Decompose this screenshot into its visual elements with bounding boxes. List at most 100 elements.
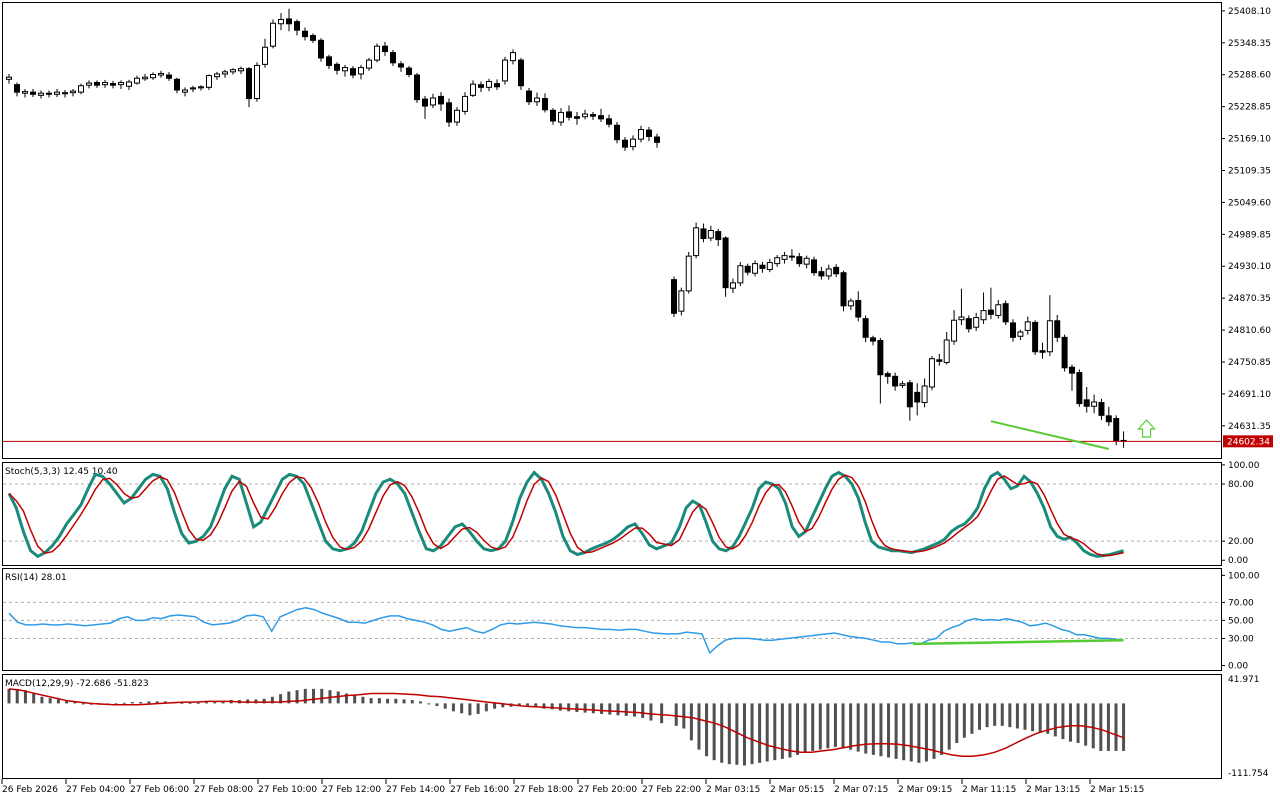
candle [921,378,928,408]
candle-body [855,299,862,318]
time-label: 27 Feb 12:00 [322,785,381,795]
stoch-label: Stoch(5,3,3) 12.45 10.40 [5,467,118,477]
macd-bar [616,703,620,716]
candle-body [38,92,44,96]
macd-bar [641,703,645,718]
macd-bar [917,703,921,763]
macd-bar [262,698,266,704]
candle [582,109,588,120]
macd-bar [353,695,357,704]
macd-bar [1114,703,1118,751]
macd-bar [451,703,455,712]
macd-bar [1106,703,1110,751]
candle [374,43,380,63]
candle [744,263,751,276]
candle [906,380,913,421]
candle-body [78,85,84,93]
macd-bar [73,702,77,704]
stoch-level-axis: 100.00 80.00 20.00 0.00 [3,461,1260,566]
candle [126,79,132,91]
time-label: 27 Feb 22:00 [642,785,701,795]
candle-body [22,91,28,94]
candle [518,57,524,91]
candle [1113,415,1120,446]
candle-body [70,90,76,94]
candle [326,54,332,70]
candle [1120,431,1127,448]
candle-body [398,63,404,68]
candle [262,38,268,68]
candle [278,13,284,31]
candle [980,292,987,324]
candle-body [430,97,436,106]
macd-bar [213,701,217,704]
macd-bar [122,702,126,704]
candle [638,125,644,143]
macd-bar [727,703,731,765]
macd-bar [410,700,414,704]
candle [630,135,636,151]
candle-body [796,256,803,265]
level-label: 50.00 [1228,616,1254,626]
candle-body [486,80,492,88]
macd-bar [1091,703,1095,749]
macd-bar [484,703,488,712]
candle [729,278,736,294]
candle-body [951,319,958,342]
macd-bar [742,703,746,766]
candle [238,66,244,74]
macd-bar [114,703,118,705]
candle [1032,320,1039,355]
candle [110,80,116,89]
macd-bar [750,703,754,765]
macd-bar [56,699,60,704]
macd-bar [970,703,974,734]
candle-body [334,63,340,71]
macd-bar [65,700,69,704]
candle [1098,398,1105,421]
candle-body [326,56,332,66]
candle-body [1061,336,1068,369]
time-label: 2 Mar 03:15 [706,785,760,795]
candle [1039,342,1046,359]
candle [206,74,212,91]
macd-bar [558,703,562,711]
macd-bar [147,701,151,704]
macd-bar [932,703,936,759]
candle [310,33,316,43]
candle [1002,300,1009,326]
candle-body [774,257,781,265]
macd-label: MACD(12,29,9) -72.686 -51.823 [5,679,149,689]
candle-body [788,255,795,258]
macd-bar [978,703,982,730]
macd-bar [344,693,348,704]
macd-bar [788,703,792,758]
macd-bar [1046,703,1050,734]
candle-body [438,95,444,105]
candle [1046,295,1053,357]
candle [1105,406,1112,427]
candle [22,88,28,98]
current-price-label: 24602.34 [1227,437,1270,447]
macd-bar [871,703,875,755]
candle-body [102,82,108,86]
macd-bar [765,703,769,762]
candle-body [752,263,759,274]
level-label: 30.00 [1228,634,1254,644]
candle [550,108,556,125]
candle [118,80,124,89]
candle-body [230,69,236,73]
candle [62,90,68,98]
candle-body [478,84,484,88]
candle-body [1105,415,1112,423]
stoch-signal-line [8,474,1124,557]
macd-top-label: 41.971 [1228,675,1260,685]
macd-bar [130,702,134,704]
macd-bar [188,702,192,704]
macd-bar [864,703,868,754]
candle-body [1002,303,1009,323]
candle-body [406,67,412,76]
candle-body [238,68,244,72]
candle-body [1010,322,1017,338]
macd-bar [1038,703,1042,733]
